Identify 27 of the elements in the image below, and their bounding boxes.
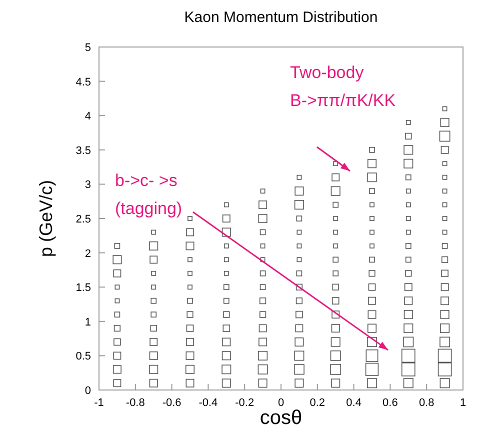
- y-tick-label: 5: [84, 42, 91, 54]
- x-tick-label: 0: [278, 397, 284, 409]
- y-tick-label: 2: [84, 248, 91, 260]
- annotation: b->c- >s (tagging): [115, 171, 182, 218]
- x-tick-label: 0.8: [418, 397, 434, 409]
- y-tick-label: 3: [84, 179, 91, 192]
- x-axis-title: cosθ: [260, 407, 302, 429]
- y-axis-title: p (GeV/c): [36, 180, 56, 258]
- x-tick-label: 0.4: [346, 397, 362, 409]
- y-tick-label: 4.5: [76, 76, 91, 88]
- x-tick-label: -0.4: [198, 397, 218, 409]
- y-tick-label: 0: [84, 385, 91, 397]
- x-tick-label: -0.8: [126, 397, 145, 409]
- x-tick-label: 0.2: [310, 397, 326, 409]
- y-tick-label: 0.5: [76, 350, 91, 363]
- x-tick-label: -0.2: [235, 397, 254, 409]
- y-tick-label: 1.5: [76, 282, 91, 294]
- chart-title: Kaon Momentum Distribution: [184, 9, 378, 26]
- annotation: Two-body B->ππ/πK/KK: [290, 63, 396, 110]
- y-tick-label: 1: [84, 316, 91, 328]
- x-tick-label: -1: [94, 397, 104, 409]
- x-tick-label: 0.6: [382, 397, 398, 409]
- y-tick-label: 3.5: [76, 144, 91, 157]
- y-tick-label: 4: [84, 110, 91, 123]
- x-tick-label: 1: [460, 397, 466, 409]
- x-tick-label: -0.6: [162, 397, 182, 409]
- y-tick-label: 2.5: [76, 214, 91, 226]
